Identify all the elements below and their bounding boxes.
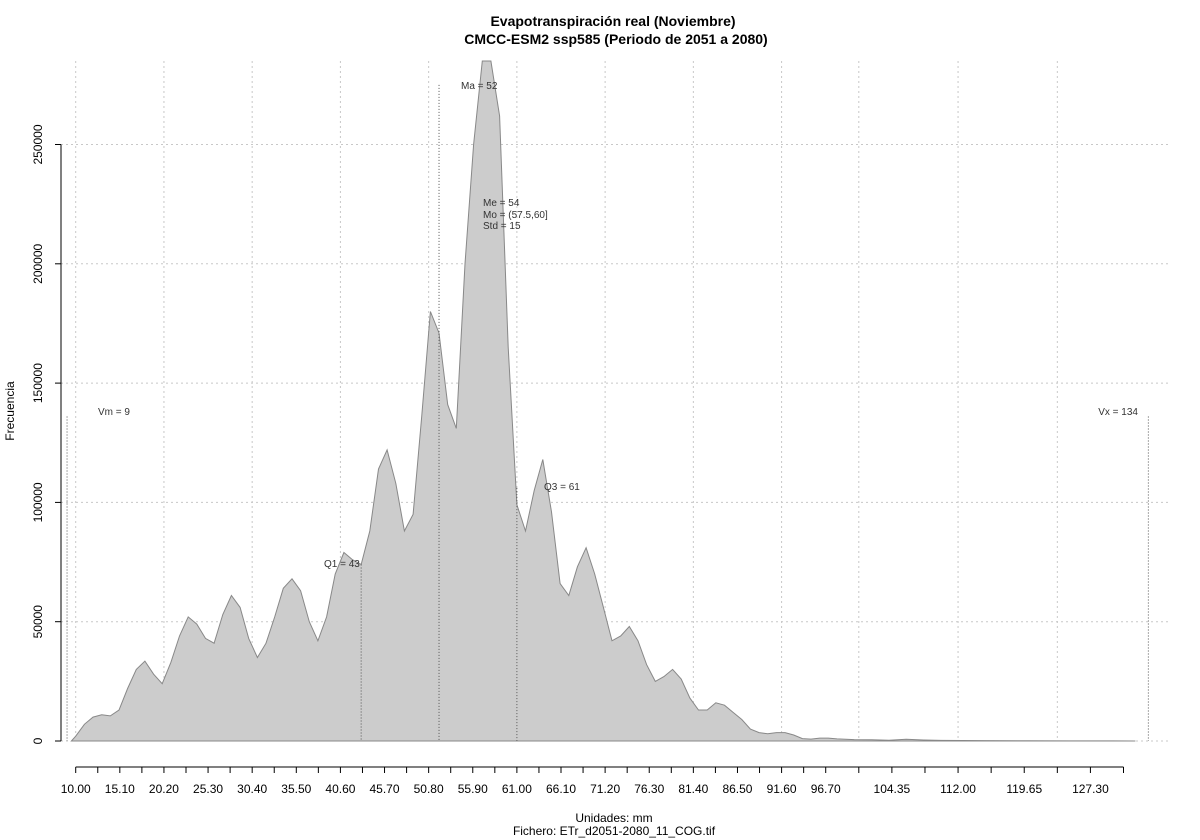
x-tick-label: 66.10 xyxy=(546,782,576,796)
std-label: Std = 15 xyxy=(483,221,521,232)
y-tick-label: 100000 xyxy=(31,482,45,522)
x-tick-label: 91.60 xyxy=(767,782,797,796)
x-tick-label: 61.00 xyxy=(502,782,532,796)
x-tick-label: 25.30 xyxy=(193,782,223,796)
y-tick-label: 200000 xyxy=(31,243,45,283)
x-tick-label: 15.10 xyxy=(105,782,135,796)
y-tick-label: 150000 xyxy=(31,363,45,403)
me-label: Me = 54 xyxy=(483,198,520,209)
x-tick-label: 20.20 xyxy=(149,782,179,796)
q3-label: Q3 = 61 xyxy=(544,482,580,493)
frequency-area xyxy=(70,60,1136,742)
x-tick-label: 71.20 xyxy=(590,782,620,796)
x-tick-label: 96.70 xyxy=(811,782,841,796)
q1-label: Q1 = 43 xyxy=(324,559,360,570)
x-tick-label: 76.30 xyxy=(634,782,664,796)
vx-label: Vx = 134 xyxy=(1098,407,1138,418)
x-tick-label: 55.90 xyxy=(458,782,488,796)
chart-subtitle: CMCC-ESM2 ssp585 (Periodo de 2051 a 2080… xyxy=(464,31,767,47)
x-tick-label: 127.30 xyxy=(1072,782,1109,796)
x-tick-label: 40.60 xyxy=(325,782,355,796)
mo-label: Mo = (57.5,60] xyxy=(483,210,548,221)
vm-label: Vm = 9 xyxy=(98,407,130,418)
ma-label: Ma = 52 xyxy=(461,81,498,92)
x-tick-label: 104.35 xyxy=(874,782,911,796)
x-tick-label: 10.00 xyxy=(61,782,91,796)
x-tick-label: 45.70 xyxy=(370,782,400,796)
file-caption: Fichero: ETr_d2051-2080_11_COG.tif xyxy=(513,824,716,838)
x-tick-label: 50.80 xyxy=(414,782,444,796)
y-tick-label: 0 xyxy=(31,737,45,744)
y-tick-label: 50000 xyxy=(31,605,45,639)
x-tick-label: 112.00 xyxy=(940,782,976,796)
x-tick-label: 35.50 xyxy=(281,782,311,796)
x-tick-label: 86.50 xyxy=(722,782,752,796)
y-tick-label: 250000 xyxy=(31,124,45,164)
x-tick-label: 30.40 xyxy=(237,782,267,796)
x-tick-label: 119.65 xyxy=(1006,782,1042,796)
chart-title: Evapotranspiración real (Noviembre) xyxy=(490,13,735,29)
axes: 10.00 15.10 20.20 25.30 30.40 35.50 40.60 45.70… xyxy=(31,124,1125,796)
statistic-lines xyxy=(66,84,1149,741)
x-axis-label: Unidades: mm xyxy=(575,811,652,825)
y-axis-label: Frecuencia xyxy=(3,381,17,441)
x-tick-label: 81.40 xyxy=(678,782,708,796)
